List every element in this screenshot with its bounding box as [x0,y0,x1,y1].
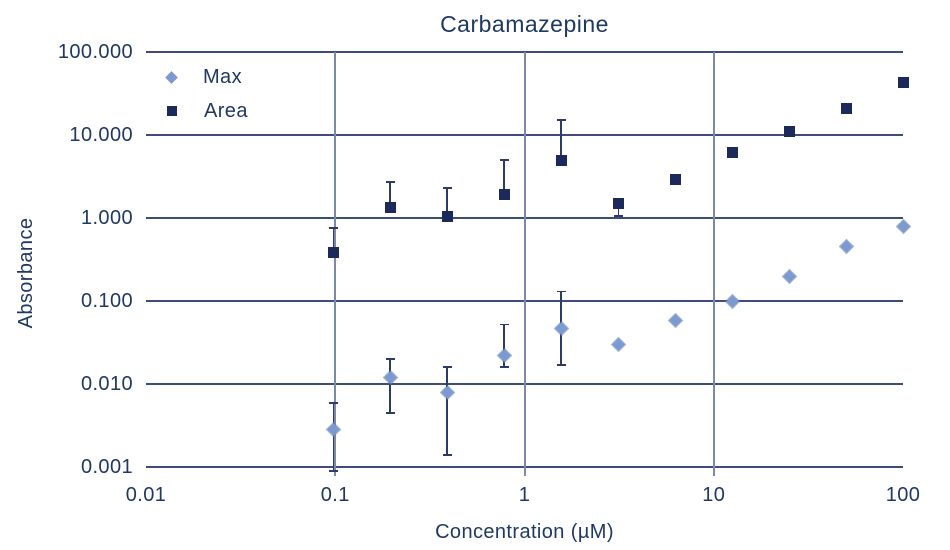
data-point-area [498,189,510,201]
error-bar-cap [442,187,452,189]
data-point-max [439,384,455,400]
legend-label-area: Area [204,99,248,122]
data-point-max [724,293,740,309]
data-point-area [555,155,567,167]
data-point-area [669,174,681,186]
y-axis-title: Absorbance [15,217,37,329]
error-bar-cap [613,215,623,218]
data-point-max [781,268,797,284]
error-bar-cap [385,181,395,184]
error-bar-upper [446,367,448,393]
y-axis-tick-label: 0.100 [80,290,133,312]
error-bar-lower [617,203,620,217]
error-bar-upper [503,324,505,356]
area-square-marker-icon [167,106,177,116]
legend-item-area: Area [167,94,248,128]
y-axis-tick-label: 0.010 [80,373,133,395]
error-bar-upper [446,187,448,217]
error-bar-upper [560,120,562,161]
legend-label-max: Max [203,65,242,88]
data-point-area [783,126,795,138]
error-bar-cap [442,366,452,368]
error-bar-upper [503,159,505,195]
error-bar-cap [556,363,566,366]
error-bar-lower [389,377,391,413]
error-bar-cap [499,323,509,326]
error-bar-cap [329,227,339,230]
error-bar-cap [442,453,452,456]
error-bar-cap [556,119,566,122]
error-bar-cap [329,402,339,404]
gridline-vertical [523,52,526,476]
error-bar-upper [389,182,391,208]
error-bar-upper [332,403,335,430]
x-axis-tick-label: 10 [702,484,726,506]
x-axis-tick-label: 0.01 [125,484,167,506]
y-axis-tick-label: 100.000 [57,41,133,63]
data-point-max [382,369,398,386]
data-point-max [496,347,512,364]
error-bar-cap [556,290,566,293]
data-point-area [897,76,909,88]
data-point-area [441,210,453,222]
legend: Max Area [165,60,248,128]
x-axis-title: Concentration (µM) [435,521,614,543]
error-bar-lower [560,328,562,365]
error-bar-lower [332,429,335,471]
x-axis-tick-label: 0.1 [320,484,350,506]
error-bar-cap [385,358,395,360]
error-bar-cap [385,411,395,414]
error-bar-upper [332,228,335,253]
data-point-max [895,219,911,235]
data-point-area [328,247,340,259]
error-bar-upper [560,291,562,329]
data-point-area [612,197,624,209]
data-point-max [838,239,854,255]
error-bar-cap [329,469,339,472]
data-point-max [325,422,342,438]
chart-title: Carbamazepine [440,11,609,37]
x-axis-tick-label: 1 [518,484,531,506]
x-axis-tick-label: 100 [885,484,921,506]
error-bar-cap [499,159,509,161]
max-diamond-marker-icon [165,70,178,84]
data-point-area [384,201,396,213]
error-bar-cap [499,366,509,368]
y-axis-tick-label: 0.001 [80,456,133,478]
gridline-vertical [334,52,337,476]
data-point-max [667,312,683,329]
error-bar-upper [389,359,391,378]
legend-item-max: Max [165,60,248,94]
y-axis-tick-label: 1.000 [80,207,133,229]
error-bar-lower [446,392,448,455]
gridline-vertical [712,52,715,476]
data-point-area [840,102,852,114]
data-point-max [610,336,627,353]
y-axis-tick-label: 10.000 [69,124,133,146]
data-point-max [553,320,569,336]
data-point-area [726,146,738,158]
